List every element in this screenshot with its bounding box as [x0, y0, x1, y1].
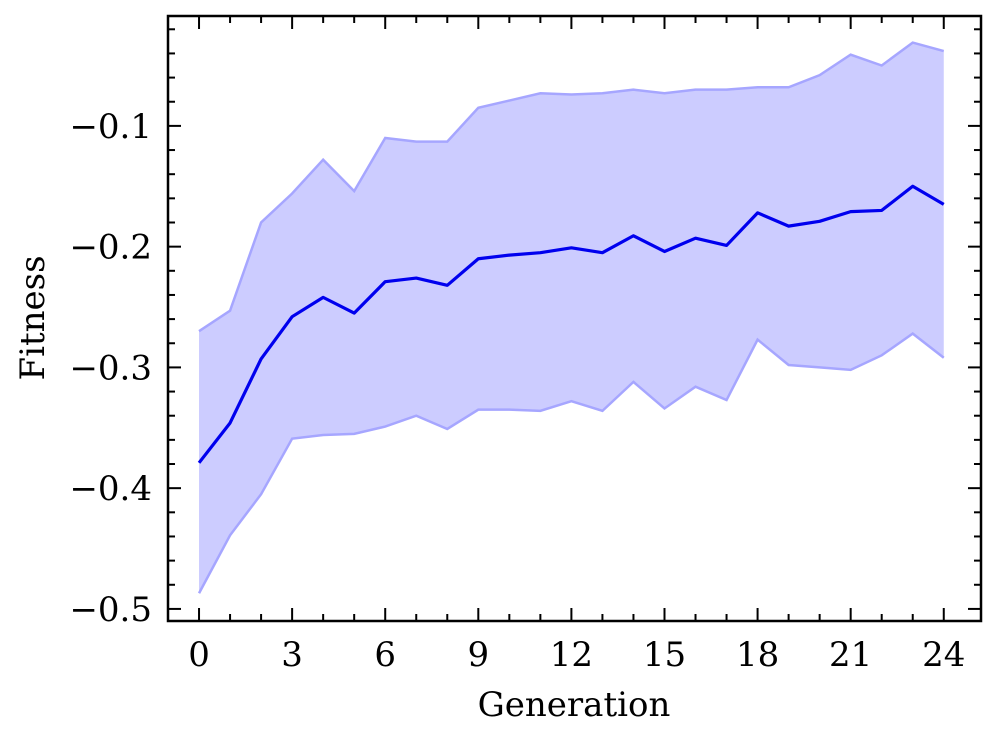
- x-tick-label: 9: [467, 635, 489, 675]
- y-tick-label: −0.1: [69, 107, 152, 147]
- x-tick-label: 0: [188, 635, 210, 675]
- y-axis-label: Fitness: [13, 255, 53, 380]
- x-tick-label: 12: [550, 635, 593, 675]
- x-tick-label: 21: [829, 635, 872, 675]
- x-tick-label: 18: [736, 635, 779, 675]
- tick-labels: 0 3 6 9 12 15 18 21 24 −0.5 −0.4 −0.3 −0.2 −0.1: [69, 107, 965, 675]
- y-tick-label: −0.2: [69, 228, 152, 268]
- axis-ticks: [168, 16, 981, 621]
- x-tick-label: 15: [643, 635, 686, 675]
- x-tick-label: 3: [281, 635, 303, 675]
- x-axis-label: Generation: [478, 685, 671, 725]
- x-tick-label: 6: [374, 635, 396, 675]
- band-upper-edge: [198, 41, 945, 333]
- y-tick-label: −0.3: [69, 348, 152, 388]
- band-lower-edge: [197, 332, 945, 594]
- y-tick-label: −0.5: [69, 590, 152, 630]
- plot-area: [197, 41, 945, 594]
- y-tick-label: −0.4: [69, 469, 152, 509]
- x-tick-label: 24: [922, 635, 965, 675]
- mean-line: [197, 184, 945, 464]
- confidence-band: [199, 42, 944, 594]
